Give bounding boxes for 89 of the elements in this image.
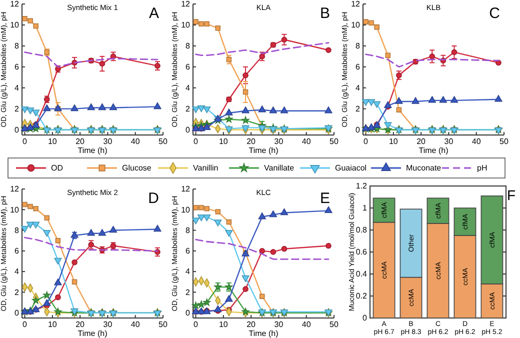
x-axis-title: Time (h) (248, 146, 279, 155)
x-tick-label: 40 (472, 137, 482, 146)
x-axis-title: Time (h) (78, 329, 108, 338)
y-tick-label: 8 (14, 226, 20, 235)
y-tick-label: 12 (10, 184, 20, 194)
y-tick-label: 0 (14, 308, 20, 318)
y-tick-label: 10 (351, 20, 361, 30)
legend-label: Muconate (406, 164, 442, 173)
legend-label: OD (51, 164, 64, 173)
annotation: A (148, 5, 159, 22)
x-tick-label: 40 (130, 137, 140, 146)
y-tick-label: 0.4 (356, 270, 368, 279)
y-tick-label: 0.6 (356, 248, 368, 257)
x-tick-label: 10 (218, 320, 228, 329)
x-tick-label: 50 (500, 137, 509, 146)
x-tick-label: 10 (48, 320, 58, 329)
y-tick-label: 6 (356, 62, 361, 72)
x-tick-label: 40 (130, 320, 140, 329)
y-tick-label: 1 (362, 204, 368, 213)
y-tick-label: 8 (186, 226, 191, 235)
y-tick-label: 4 (186, 83, 191, 92)
legend-label: Vanillate (264, 164, 295, 173)
annotation: E (320, 190, 330, 207)
y-tick-label: 4 (186, 267, 191, 276)
x-tick-label: 0 (22, 137, 28, 146)
y-tick-label: 4 (14, 83, 20, 92)
x-axis-title: Time (h) (78, 146, 108, 155)
y-tick-label: 6 (14, 246, 20, 256)
x-tick-label: 20 (76, 320, 86, 329)
y-tick-label: 0 (14, 125, 20, 134)
x-tick-label: 0 (22, 320, 28, 329)
x-axis-title: Time (h) (418, 146, 449, 155)
y-tick-label: 0 (362, 314, 368, 323)
x-tick-label: 30 (444, 137, 454, 146)
x-axis-title: Time (h) (248, 329, 279, 338)
legend-label: Guaiacol (335, 164, 367, 173)
y-tick-label: 6 (186, 62, 191, 72)
legend-label: pH (477, 164, 488, 173)
annotation: D (148, 190, 160, 207)
y-tick-label: 2 (186, 288, 191, 297)
y-tick-label: 0 (186, 308, 191, 318)
x-tick-label: 20 (246, 320, 256, 329)
y-tick-label: 12 (10, 0, 20, 9)
y-tick-label: 12 (351, 0, 361, 9)
x-tick-label: 30 (274, 320, 284, 329)
x-tick-label: 30 (274, 137, 284, 146)
x-tick-label: 30 (103, 320, 113, 329)
y-tick-label: 8 (14, 42, 20, 51)
x-tick-label: 50 (158, 137, 168, 146)
y-tick-label: 10 (10, 205, 20, 214)
y-tick-label: 12 (181, 0, 191, 9)
annotation: C (489, 5, 500, 22)
y-tick-label: 0 (356, 125, 361, 134)
x-tick-label: 0 (194, 137, 199, 146)
y-tick-label: 0.2 (356, 292, 368, 301)
x-tick-label: 0 (194, 320, 199, 329)
annotation: B (320, 5, 330, 22)
x-tick-label: 10 (388, 137, 398, 146)
x-tick-label: 30 (103, 137, 113, 146)
y-tick-label: 6 (14, 62, 20, 72)
x-tick-label: 10 (48, 137, 58, 146)
x-tick-label: 40 (302, 320, 312, 329)
y-tick-label: 6 (186, 246, 191, 256)
x-tick-label: 10 (218, 137, 228, 146)
x-tick-label: 20 (76, 137, 86, 146)
y-tick-label: 12 (181, 184, 191, 194)
y-tick-label: 2 (14, 288, 20, 297)
y-tick-label: 2 (186, 104, 191, 114)
legend-label: Glucose (122, 164, 152, 173)
y-tick-label: 1.2 (356, 182, 368, 191)
y-tick-label: 0.8 (356, 226, 368, 235)
y-tick-label: 10 (181, 20, 191, 30)
y-tick-label: 10 (10, 20, 20, 30)
y-tick-label: 4 (356, 83, 361, 92)
y-tick-label: 8 (186, 42, 191, 51)
text: F (507, 187, 516, 203)
y-tick-label: 8 (356, 42, 361, 51)
legend-label: Vanillin (193, 164, 218, 173)
x-tick-label: 40 (302, 137, 312, 146)
y-tick-label: 10 (181, 205, 191, 214)
x-tick-label: 20 (416, 137, 426, 146)
y-tick-label: 0 (186, 125, 191, 134)
y-tick-label: 2 (14, 104, 20, 114)
x-tick-label: 50 (330, 137, 339, 146)
x-tick-label: 50 (330, 320, 339, 329)
y-tick-label: 2 (356, 104, 361, 114)
x-tick-label: 50 (158, 320, 168, 329)
y-tick-label: 4 (14, 267, 20, 276)
x-tick-label: 20 (246, 137, 256, 146)
